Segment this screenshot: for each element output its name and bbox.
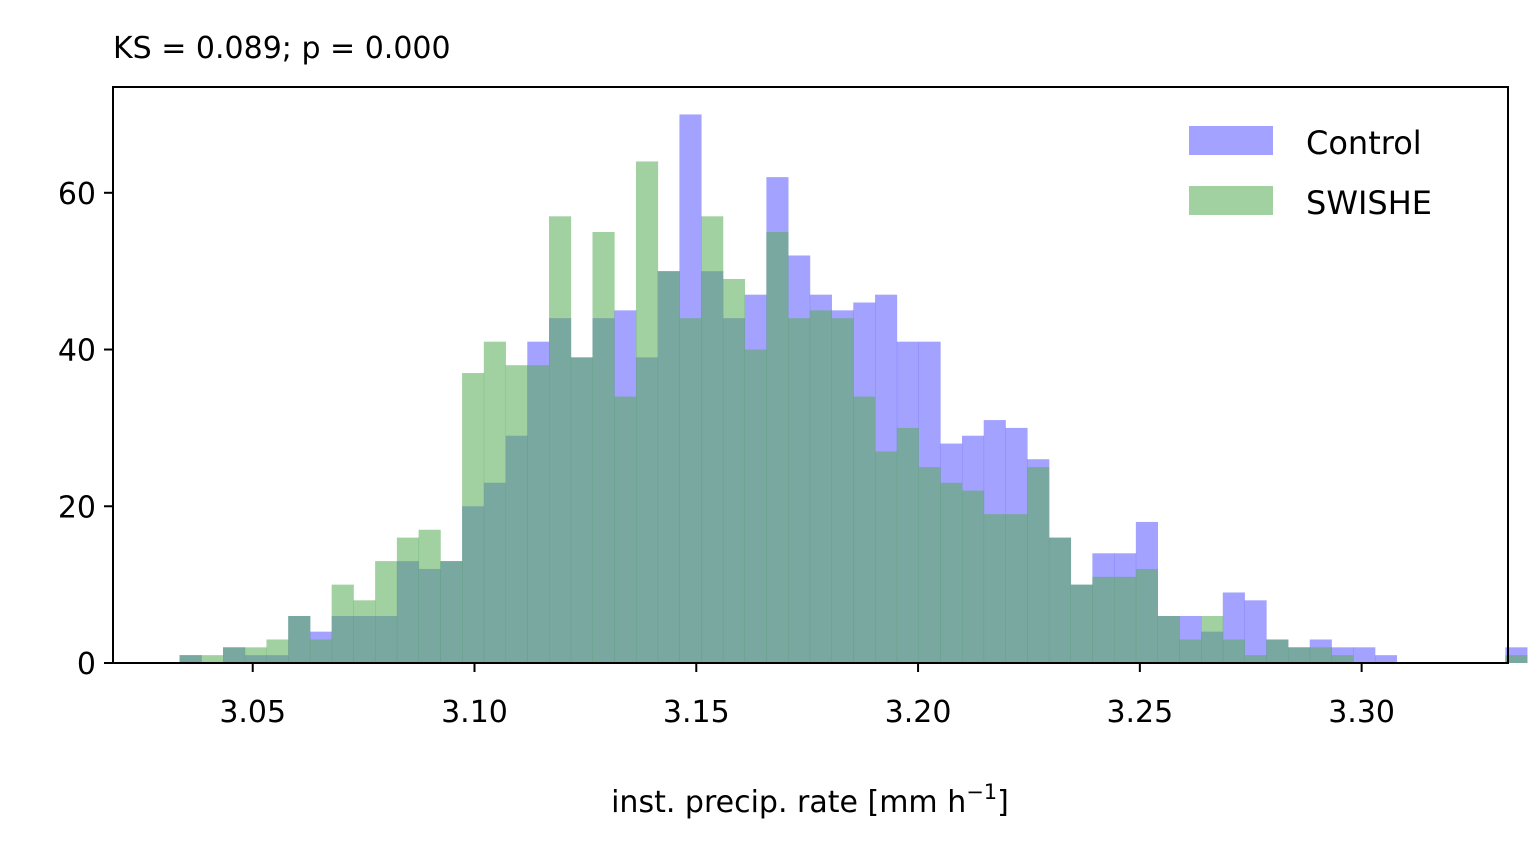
bar-swishe-31 [853,396,876,663]
x-axis-label-end: ] [997,785,1009,820]
bar-swishe-61 [1505,655,1528,663]
legend-swatch-swishe [1189,186,1273,215]
bar-swishe-6 [309,639,333,663]
bar-swishe-23 [679,318,702,663]
x-tick-label: 3.10 [441,695,508,730]
bar-swishe-11 [418,529,441,663]
bar-swishe-52 [1309,647,1332,663]
bar-swishe-16 [527,365,550,663]
chart-title: KS = 0.089; p = 0.000 [113,31,451,66]
legend: Control SWISHE [1189,124,1432,222]
bar-swishe-25 [722,279,746,663]
bar-swishe-40 [1048,537,1072,663]
x-tick-label: 3.05 [219,695,286,730]
bar-swishe-15 [505,365,528,663]
bar-swishe-51 [1287,647,1311,663]
bar-swishe-22 [657,271,680,663]
bar-swishe-26 [744,349,767,663]
bar-swishe-47 [1201,615,1224,663]
x-axis-label: inst. precip. rate [mm h−1] [611,780,1009,820]
bar-swishe-30 [831,318,854,663]
bar-swishe-48 [1222,639,1245,663]
bar-swishe-10 [396,537,420,663]
bar-swishe-4 [266,639,289,663]
bar-swishe-8 [353,600,376,663]
bar-swishe-29 [809,310,832,663]
bar-control-49 [1244,600,1267,663]
legend-label-control: Control [1306,124,1422,162]
bar-swishe-2 [223,647,246,663]
plot-frame [112,86,1509,664]
bar-swishe-39 [1027,467,1050,663]
bar-swishe-49 [1244,655,1267,663]
bar-swishe-41 [1070,584,1093,663]
bar-swishe-21 [635,161,659,663]
x-tick-label: 3.25 [1106,695,1173,730]
bar-swishe-44 [1135,568,1158,663]
bar-swishe-45 [1157,615,1180,663]
x-tick-label: 3.20 [885,695,952,730]
swishe-bars [179,161,1528,664]
x-tick-label: 3.15 [663,695,730,730]
bar-swishe-53 [1331,655,1354,663]
bar-swishe-20 [614,396,637,663]
bar-swishe-17 [549,216,572,663]
bar-swishe-24 [701,216,724,663]
legend-swatch-control [1189,126,1273,155]
legend-label-swishe: SWISHE [1306,184,1432,222]
bar-swishe-37 [983,514,1006,663]
bar-swishe-38 [1005,514,1028,663]
x-axis-ticks: 3.05 3.10 3.15 3.20 3.25 3.30 [219,663,1395,730]
bar-swishe-12 [440,561,463,663]
bar-swishe-0 [179,655,202,663]
bar-swishe-18 [570,357,593,663]
bar-swishe-50 [1266,639,1289,663]
bar-swishe-28 [788,318,811,663]
y-tick-label: 40 [58,334,96,369]
bar-swishe-14 [483,341,506,663]
y-tick-label: 0 [77,647,96,682]
bar-swishe-1 [201,655,224,663]
bar-swishe-19 [592,231,615,664]
bar-swishe-27 [766,231,789,664]
bar-swishe-36 [961,490,985,663]
bar-control-55 [1374,655,1398,663]
bar-swishe-3 [244,647,267,663]
bar-swishe-33 [896,427,919,663]
bar-swishe-34 [918,467,941,663]
bar-swishe-9 [375,561,398,663]
bar-swishe-7 [331,584,354,663]
bar-swishe-42 [1092,576,1115,663]
bar-swishe-35 [940,482,963,663]
bar-swishe-32 [875,451,898,663]
bar-swishe-5 [288,615,311,663]
bar-control-54 [1353,647,1376,663]
x-tick-label: 3.30 [1328,695,1395,730]
y-tick-label: 60 [58,177,96,212]
bar-swishe-46 [1179,639,1202,663]
y-axis-ticks: 0 20 40 60 [58,177,113,682]
bar-swishe-13 [462,373,485,663]
bar-swishe-43 [1114,576,1137,663]
y-tick-label: 20 [58,490,96,525]
x-axis-label-superscript: −1 [966,780,997,804]
